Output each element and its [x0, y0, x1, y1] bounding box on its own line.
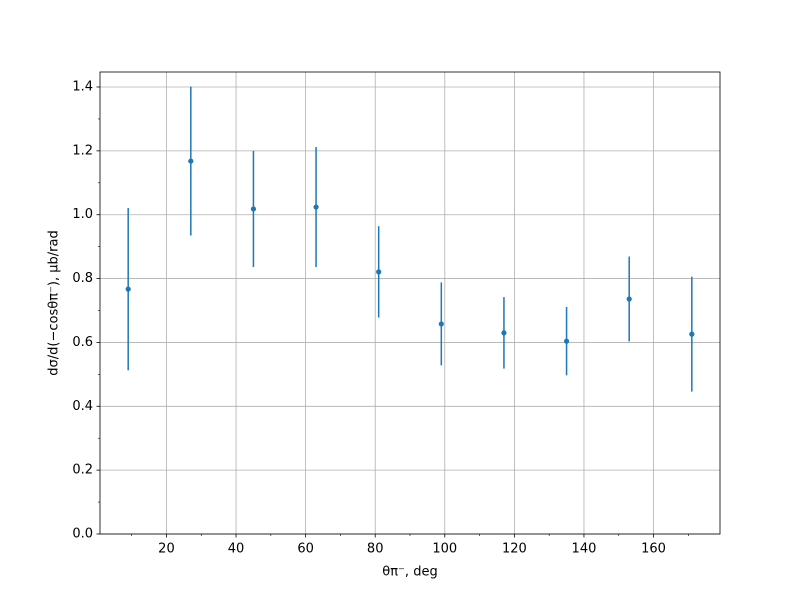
x-tick-label: 100	[432, 542, 457, 557]
x-tick-label: 160	[641, 542, 666, 557]
data-point	[313, 204, 319, 210]
x-axis-label: θπ⁻, deg	[382, 565, 437, 580]
y-tick-label: 0.4	[72, 399, 93, 414]
x-tick-label: 120	[502, 542, 527, 557]
data-point	[563, 338, 570, 344]
y-tick-label: 0.0	[72, 527, 93, 542]
y-tick-label: 1.4	[72, 80, 93, 95]
data-point	[438, 321, 444, 327]
data-point	[626, 296, 632, 302]
data-point	[501, 330, 507, 336]
plot-frame	[99, 71, 721, 535]
y-tick-label: 0.8	[72, 271, 93, 286]
y-tick-label: 1.2	[72, 143, 93, 158]
y-tick-label: 1.0	[72, 207, 93, 222]
data-point	[125, 286, 131, 292]
data-point	[188, 158, 194, 164]
y-axis-label: dσ/d(−cosθπ⁻), μb/rad	[47, 230, 62, 375]
x-tick-label: 80	[367, 542, 384, 557]
y-tick-label: 0.6	[72, 335, 93, 350]
data-point	[689, 331, 695, 337]
x-tick-label: 20	[158, 542, 175, 557]
data-point	[376, 269, 382, 275]
x-tick-label: 140	[572, 542, 597, 557]
x-tick-label: 60	[297, 542, 314, 557]
x-tick-label: 40	[228, 542, 245, 557]
data-point	[250, 206, 257, 212]
y-tick-label: 0.2	[72, 463, 93, 478]
